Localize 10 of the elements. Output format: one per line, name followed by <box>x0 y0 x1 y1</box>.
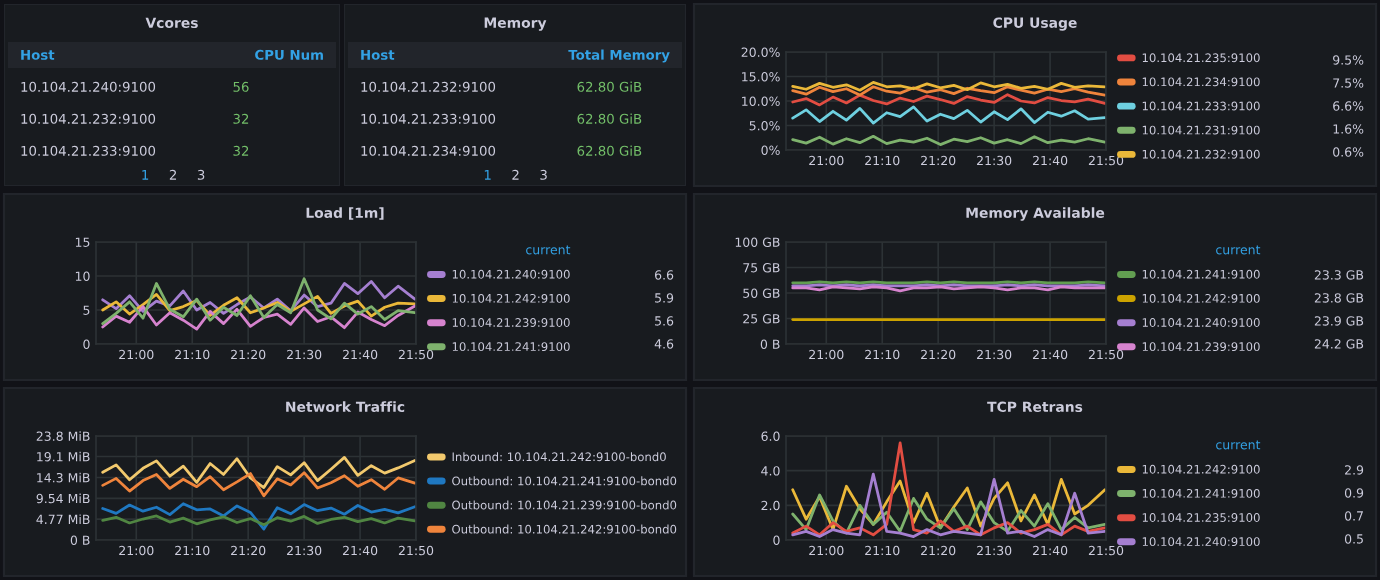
line-series <box>101 280 416 315</box>
line-series <box>101 292 416 318</box>
line-series <box>101 471 416 498</box>
line-series <box>101 277 416 325</box>
line-series <box>791 441 1106 537</box>
line-series <box>101 304 416 331</box>
line-series <box>791 493 1106 535</box>
line-series <box>791 105 1106 125</box>
line-series <box>101 502 416 531</box>
line-series <box>101 456 416 489</box>
